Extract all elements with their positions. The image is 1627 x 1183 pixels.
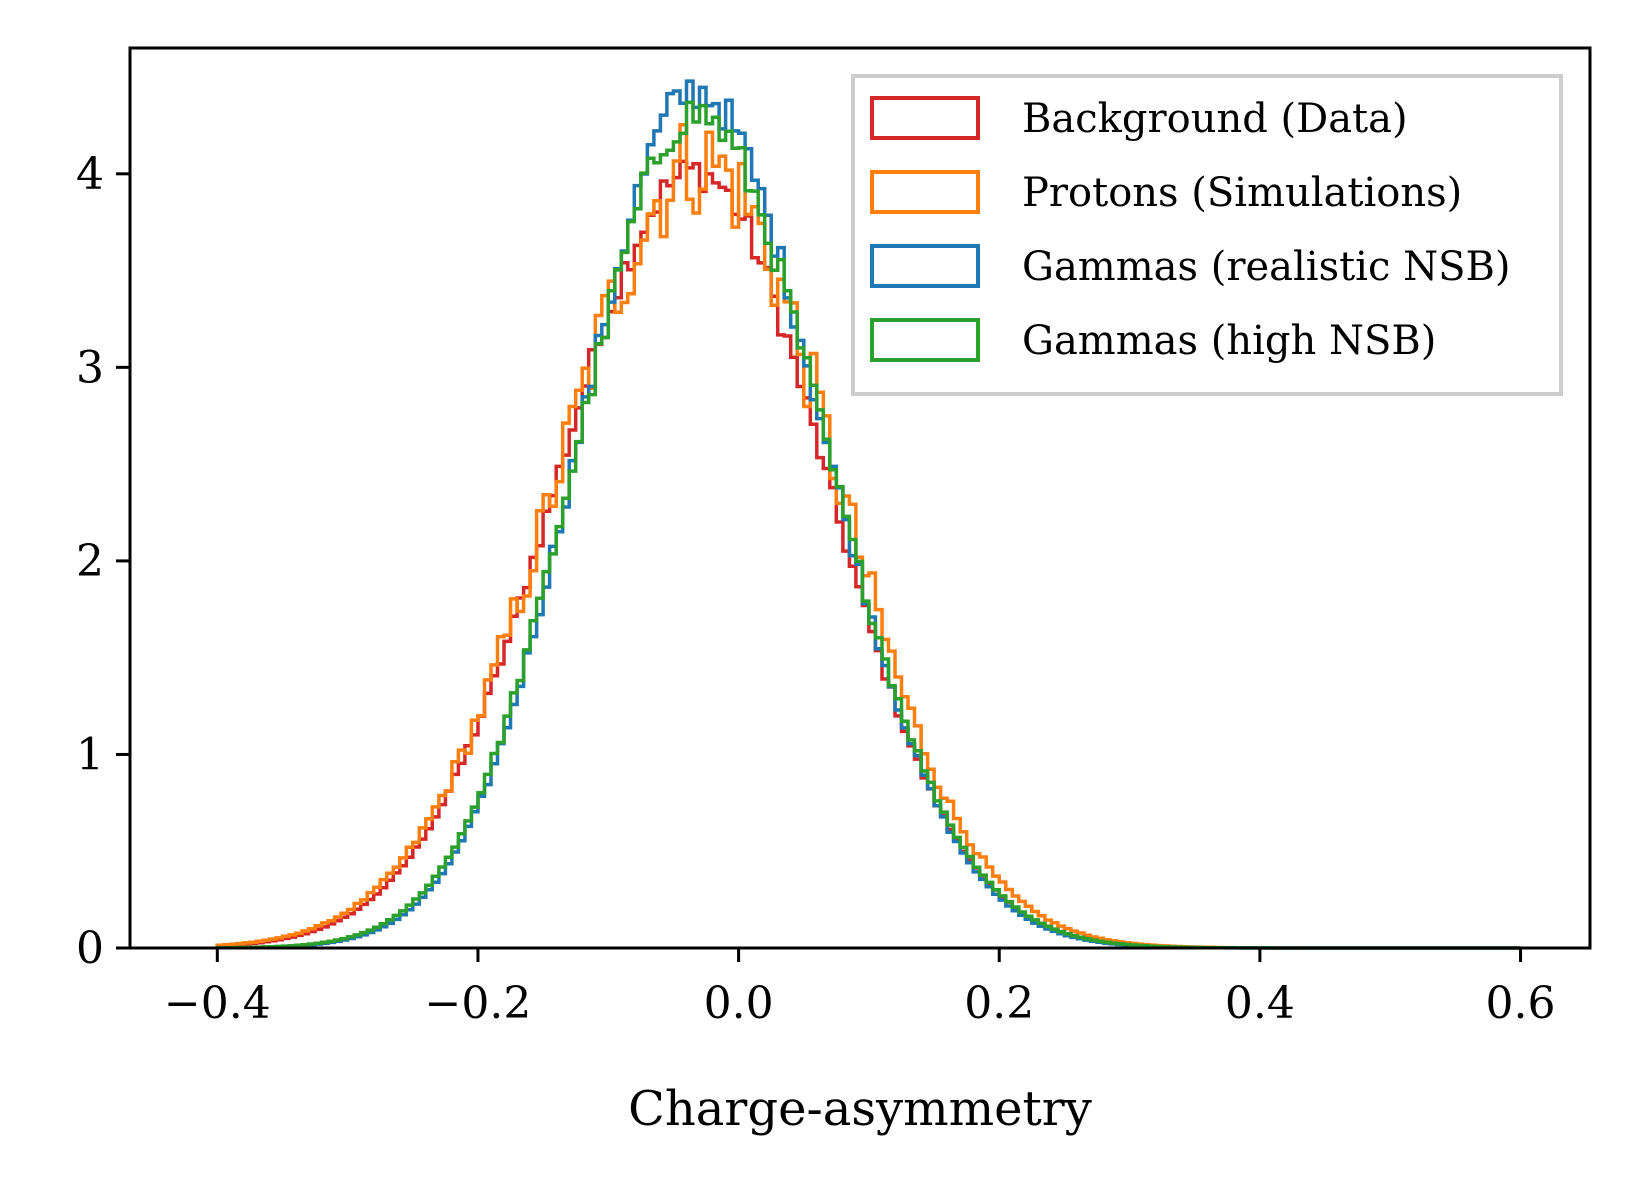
x-tick-label-3: 0.2 <box>964 978 1034 1029</box>
y-axis: 0 1 2 3 4 <box>76 149 130 974</box>
x-tick-label-0: −0.4 <box>164 978 271 1029</box>
legend-swatch-3 <box>870 318 980 362</box>
legend-label-3: Gammas (high NSB) <box>1022 318 1436 364</box>
legend-frame <box>851 74 1563 396</box>
x-axis: −0.4 −0.2 0.0 0.2 0.4 0.6 <box>164 948 1556 1029</box>
legend-label-1: Protons (Simulations) <box>1022 170 1462 216</box>
legend-swatch-0 <box>870 96 980 140</box>
x-tick-label-4: 0.4 <box>1225 978 1295 1029</box>
legend-label-0: Background (Data) <box>1022 96 1408 142</box>
x-tick-label-1: −0.2 <box>425 978 532 1029</box>
y-tick-label-0: 0 <box>76 923 104 974</box>
x-tick-label-5: 0.6 <box>1486 978 1556 1029</box>
legend-swatch-1 <box>870 170 980 214</box>
legend-swatch-2 <box>870 244 980 288</box>
x-axis-label: Charge-asymmetry <box>628 1081 1092 1137</box>
y-tick-label-2: 2 <box>76 536 104 587</box>
x-tick-label-2: 0.0 <box>704 978 774 1029</box>
y-tick-label-1: 1 <box>76 729 104 780</box>
y-tick-label-3: 3 <box>76 342 104 393</box>
plot-frame <box>128 46 1592 950</box>
y-tick-label-4: 4 <box>76 149 104 200</box>
legend-label-2: Gammas (realistic NSB) <box>1022 244 1511 290</box>
legend: Background (Data) Protons (Simulations) Ga… <box>851 74 1563 396</box>
